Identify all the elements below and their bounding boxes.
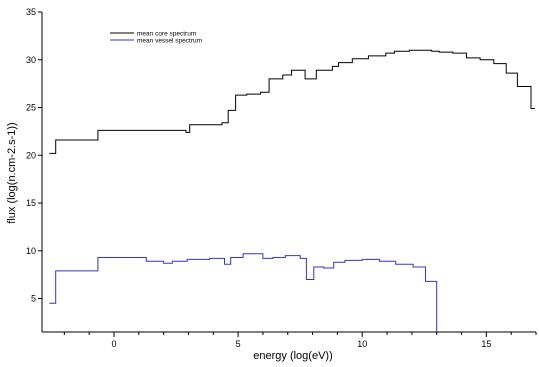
x-tick-label: 10	[357, 339, 367, 349]
legend-label: mean core spectrum	[137, 30, 196, 37]
y-tick-label: 5	[31, 294, 36, 304]
x-tick-label: 5	[236, 339, 241, 349]
x-tick-label: 15	[481, 339, 491, 349]
series-layer	[49, 49, 535, 332]
x-axis-title: energy (log(eV))	[253, 350, 332, 362]
y-axis-title: flux (log(n.cm-2.s-1))	[6, 122, 18, 223]
y-tick-label: 20	[26, 150, 36, 160]
x-ticks: 0 5 10 15	[63, 332, 537, 349]
y-ticks: 5 10 15 20 25 30 35	[26, 7, 42, 304]
legend-label: mean vessel spectrum	[137, 37, 202, 44]
series-line-1	[49, 253, 438, 332]
series-line-0	[49, 49, 535, 154]
y-tick-label: 25	[26, 103, 36, 113]
y-tick-label: 10	[26, 246, 36, 256]
x-tick-label: 0	[111, 339, 116, 349]
y-tick-label: 15	[26, 198, 36, 208]
y-tick-label: 35	[26, 7, 36, 17]
plot-area: 5 10 15 20 25 30 35 0 5 10 15 mean core spectrumm…	[26, 7, 537, 349]
y-tick-label: 30	[26, 55, 36, 65]
